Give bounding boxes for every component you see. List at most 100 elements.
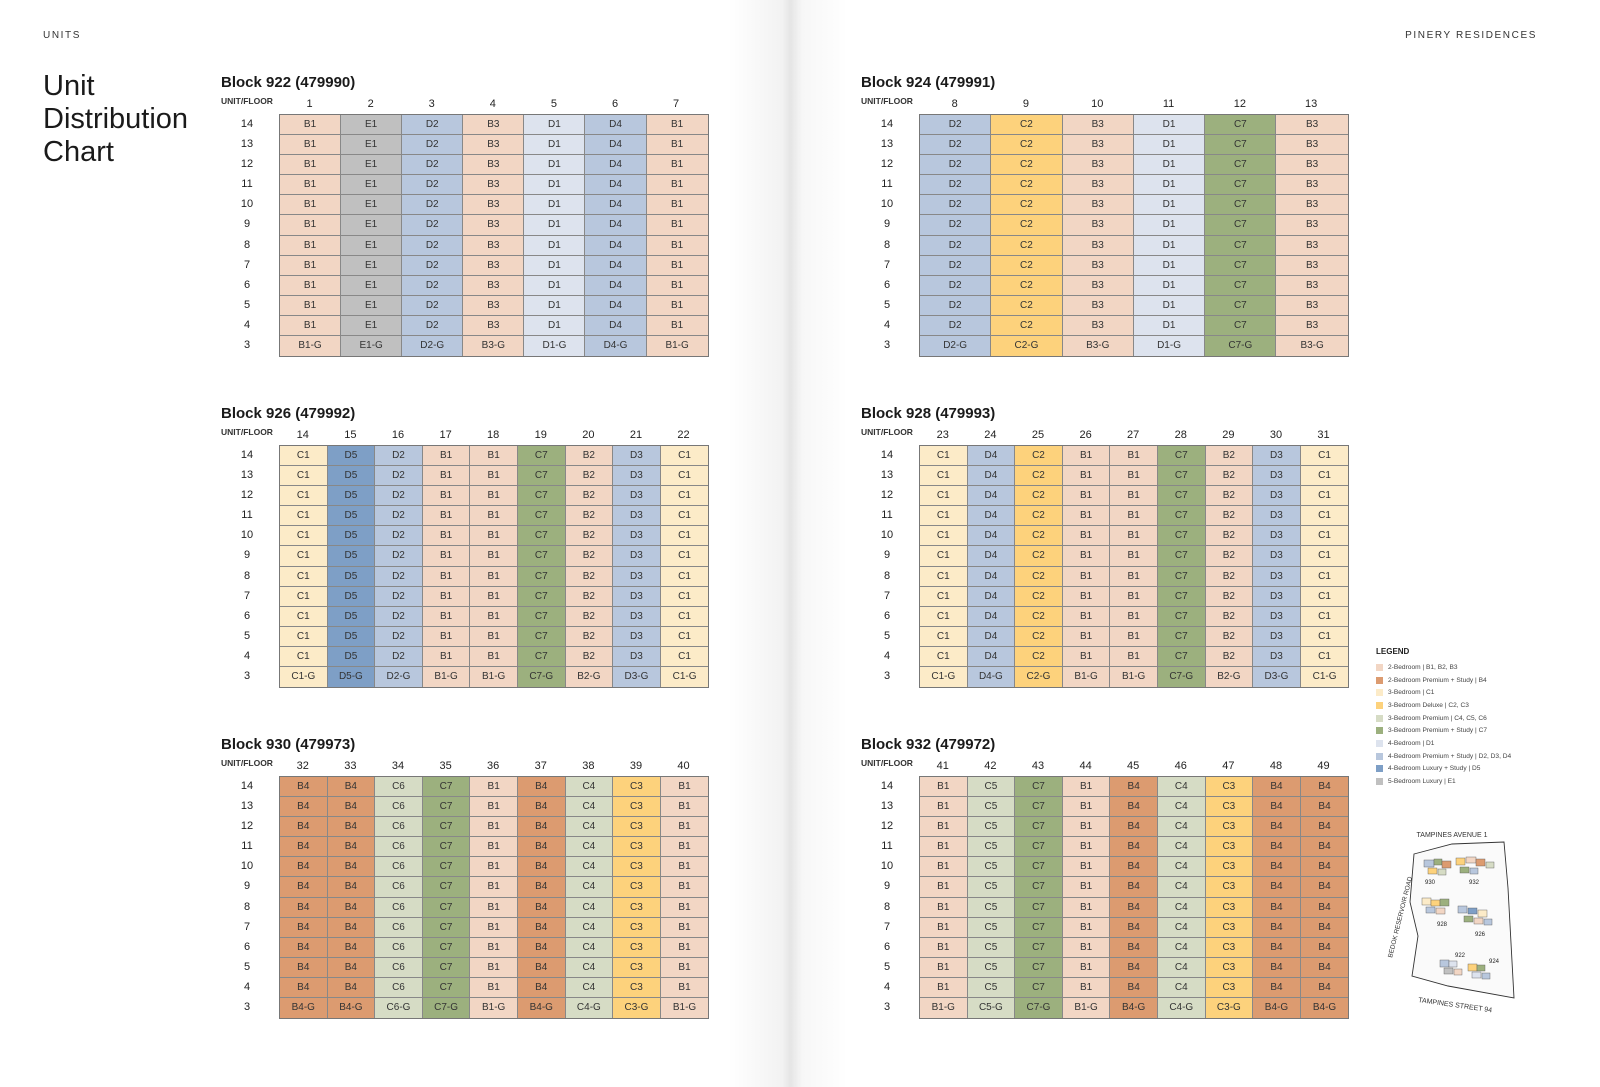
floor-number: 6: [243, 940, 251, 953]
unit-grid: C1 C1 C1 C1 C1 C1 C1 C1 C1 C1 C1 C1-G D5 D5 D5 D5 D5 D5 D5…: [279, 445, 710, 689]
floor-number: 7: [243, 589, 251, 602]
unit-type-cell: D3: [1253, 466, 1300, 487]
unit-type-cell: C7: [1157, 526, 1205, 547]
unit-type-cell: C5: [967, 898, 1015, 918]
unit-type-cell: B1: [1062, 938, 1110, 958]
unit-type-cell: C1: [920, 506, 967, 527]
unit-type-cell: B3: [463, 296, 524, 316]
unit-type-cell: B3: [1276, 316, 1348, 337]
unit-type-cell: D4: [585, 236, 646, 256]
unit-type-cell: B3: [1062, 155, 1133, 176]
unit-type-cell: C6: [375, 857, 422, 878]
unit-number: 16: [391, 429, 405, 441]
unit-type-cell: B1: [660, 918, 709, 938]
unit-type-cell: E1: [341, 276, 402, 296]
floor-number: 11: [241, 840, 253, 853]
unit-type-cell: B1: [646, 296, 708, 316]
unit-type-cell: B1: [280, 135, 341, 156]
unit-type-cell: E1: [341, 215, 402, 236]
unit-type-cell: D4-G: [978, 671, 1003, 683]
unit-column: C7 C7 C7 C7 C7 C7 C7 C7 C7 C7 C7 C7-G: [1157, 446, 1206, 688]
unit-type-cell: C5: [967, 877, 1015, 898]
block-label-928: 928: [1437, 922, 1448, 928]
unit-type-cell: B1: [1062, 446, 1110, 467]
unit-type-cell: B3: [1276, 215, 1348, 236]
floor-labels: 14 13 12 11 10 9 8 7 6 5 4 3: [221, 445, 273, 686]
unit-type-cell: D1: [524, 135, 585, 156]
floor-number: 14: [880, 118, 894, 130]
unit-floor-label: UNIT/FLOOR: [861, 427, 913, 437]
page-title-line: Distribution: [43, 103, 189, 135]
unit-type-cell: B4: [1253, 877, 1300, 898]
unit-type-cell: B1: [646, 316, 708, 337]
legend-label: 3-Bedroom Premium + Study | C7: [1388, 727, 1488, 735]
unit-type-cell: C4: [565, 817, 613, 838]
unit-type-cell: C2: [991, 236, 1062, 256]
unit-type-cell: B1: [1110, 466, 1157, 487]
unit-type-cell: C1: [1300, 486, 1349, 507]
unit-type-cell: C7: [1157, 627, 1205, 647]
unit-type-cell: B3: [1062, 316, 1133, 337]
unit-type-cell: C7: [1157, 466, 1205, 487]
unit-type-cell: D5: [327, 446, 375, 467]
unit-type-cell: D3: [613, 567, 660, 587]
unit-type-cell: C1: [660, 587, 709, 607]
unit-type-cell: C1: [280, 466, 327, 487]
unit-column: C1 C1 C1 C1 C1 C1 C1 C1 C1 C1 C1 C1-G: [1300, 446, 1349, 688]
unit-type-cell: D1: [1133, 195, 1205, 216]
unit-type-cell: B1: [646, 175, 708, 196]
unit-type-cell: C1: [920, 526, 967, 547]
unit-type-cell: D5: [327, 546, 375, 567]
unit-type-cell: B1: [470, 817, 517, 838]
unit-type-cell: C4: [565, 797, 613, 818]
unit-column: B1 B1 B1 B1 B1 B1 B1 B1 B1 B1 B1 B1-G: [646, 115, 708, 357]
unit-type-cell: E1: [341, 135, 402, 156]
unit-type-cell: C3: [1205, 877, 1253, 898]
unit-type-cell: B1-G: [665, 340, 689, 352]
unit-type-cell: C7: [1205, 296, 1276, 316]
unit-type-cell: D5-G: [338, 671, 363, 683]
unit-type-cell: B1: [422, 446, 470, 467]
unit-number: 27: [1127, 429, 1140, 441]
unit-type-cell: C5-G: [978, 1002, 1003, 1014]
section-header: UNITS: [43, 30, 81, 41]
unit-type-cell: B1: [1062, 777, 1110, 798]
unit-type-cell: D4: [585, 135, 646, 156]
unit-number: 35: [439, 760, 452, 772]
floor-number: 7: [243, 258, 251, 271]
unit-number: 24: [984, 429, 997, 441]
unit-type-cell: D4: [967, 546, 1015, 567]
unit-type-cell: B1: [280, 256, 341, 276]
unit-type-cell: E1: [341, 115, 402, 136]
unit-type-cell: D3-G: [1264, 671, 1289, 683]
legend-item: 2-Bedroom Premium + Study | B4: [1376, 674, 1511, 687]
unit-type-cell: D2: [920, 155, 991, 176]
unit-type-cell: D1: [1133, 115, 1205, 136]
unit-type-cell: E1: [341, 256, 402, 276]
floor-number: 4: [243, 980, 251, 993]
block-label-930: 930: [1425, 880, 1436, 886]
unit-type-cell: B2: [1205, 546, 1253, 567]
unit-type-cell: C3: [1205, 797, 1253, 818]
unit-type-cell: C4: [565, 918, 613, 938]
unit-type-cell: B4: [327, 877, 375, 898]
unit-type-cell: B4: [327, 898, 375, 918]
legend-item: 4-Bedroom Luxury + Study | D5: [1376, 763, 1511, 776]
floor-number: 14: [880, 780, 894, 792]
unit-type-cell: C7: [1157, 567, 1205, 587]
unit-type-cell: C3: [613, 938, 660, 958]
unit-type-cell: B1: [1062, 567, 1110, 587]
floor-number: 13: [240, 800, 254, 813]
legend-item: 3-Bedroom | C1: [1376, 686, 1511, 699]
unit-type-cell: C6: [375, 918, 422, 938]
unit-number: 11: [1162, 98, 1175, 110]
unit-column: B4 B4 B4 B4 B4 B4 B4 B4 B4 B4 B4 B4-G: [1300, 777, 1349, 1019]
unit-type-cell: B1: [1110, 506, 1157, 527]
unit-type-cell: C1: [1300, 466, 1349, 487]
unit-type-cell: B4: [280, 857, 327, 878]
block-title: Block 926 (479992): [221, 405, 356, 422]
unit-type-cell: C1: [1300, 526, 1349, 547]
unit-type-cell: D2: [402, 316, 463, 337]
unit-type-cell: B1: [660, 777, 709, 798]
unit-type-cell: B4: [1110, 938, 1157, 958]
